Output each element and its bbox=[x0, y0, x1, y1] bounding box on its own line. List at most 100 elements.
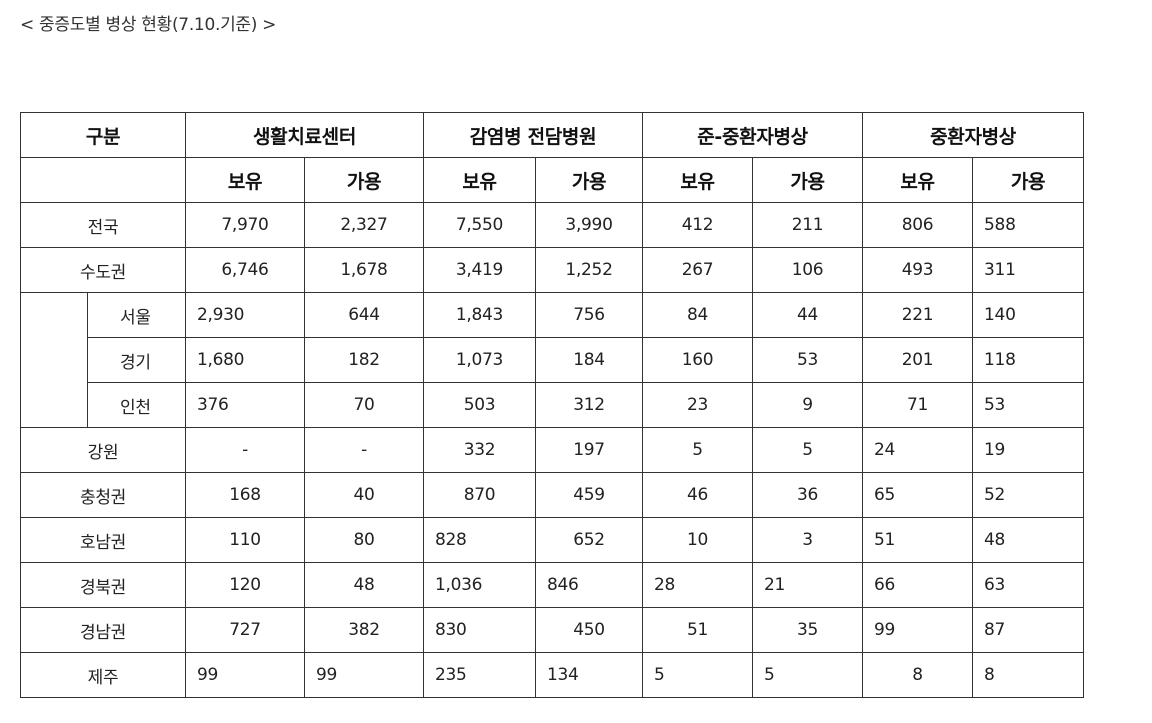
header-group-critical: 중환자병상 bbox=[862, 112, 1085, 158]
header-row-sub: 보유 가용 보유 가용 보유 가용 보유 가용 bbox=[20, 157, 1085, 203]
cell: 211 bbox=[752, 202, 864, 248]
table-row: 전국 7,970 2,327 7,550 3,990 412 211 806 5… bbox=[20, 202, 1085, 248]
cell: 44 bbox=[752, 292, 864, 338]
row-label: 경북권 bbox=[20, 562, 186, 608]
cell: 8 bbox=[972, 652, 1085, 698]
header-row-groups: 구분 생활치료센터 감염병 전담병원 준-중환자병상 중환자병상 bbox=[20, 112, 1085, 158]
cell: 376 bbox=[185, 382, 305, 428]
table-row: 수도권 6,746 1,678 3,419 1,252 267 106 493 … bbox=[20, 247, 1085, 293]
row-label: 충청권 bbox=[20, 472, 186, 518]
cell: 2,327 bbox=[304, 202, 424, 248]
cell: 35 bbox=[752, 607, 864, 653]
row-label: 경기 bbox=[87, 337, 186, 383]
cell: 235 bbox=[423, 652, 536, 698]
cell: 806 bbox=[862, 202, 974, 248]
row-label: 경남권 bbox=[20, 607, 186, 653]
cell: 28 bbox=[642, 562, 754, 608]
row-label: 인천 bbox=[87, 382, 186, 428]
cell: 727 bbox=[185, 607, 305, 653]
cell: 1,678 bbox=[304, 247, 424, 293]
table-row: 호남권 110 80 828 652 10 3 51 48 bbox=[20, 517, 1085, 563]
cell: 53 bbox=[972, 382, 1085, 428]
cell: 9 bbox=[752, 382, 864, 428]
cell: 52 bbox=[972, 472, 1085, 518]
cell: 830 bbox=[423, 607, 536, 653]
cell: 197 bbox=[534, 427, 644, 473]
header-sub: 가용 bbox=[534, 157, 644, 203]
cell: 5 bbox=[642, 652, 754, 698]
cell: 36 bbox=[752, 472, 864, 518]
row-label: 전국 bbox=[20, 202, 186, 248]
cell: 450 bbox=[534, 607, 644, 653]
cell: 24 bbox=[862, 427, 974, 473]
cell: 120 bbox=[185, 562, 305, 608]
cell: 99 bbox=[304, 652, 424, 698]
header-sub: 가용 bbox=[752, 157, 864, 203]
table-row: 경남권 727 382 830 450 51 35 99 87 bbox=[20, 607, 1085, 653]
row-label: 호남권 bbox=[20, 517, 186, 563]
cell: 588 bbox=[972, 202, 1085, 248]
table-row: 충청권 168 40 870 459 46 36 65 52 bbox=[20, 472, 1085, 518]
cell: 3,419 bbox=[423, 247, 536, 293]
cell: 5 bbox=[642, 427, 754, 473]
cell: - bbox=[185, 427, 305, 473]
cell: - bbox=[304, 427, 424, 473]
cell: 459 bbox=[534, 472, 644, 518]
header-sub: 보유 bbox=[185, 157, 305, 203]
header-sub: 가용 bbox=[972, 157, 1085, 203]
row-label: 제주 bbox=[20, 652, 186, 698]
table-row: 서울 2,930 644 1,843 756 84 44 221 140 bbox=[20, 292, 1085, 428]
row-label: 강원 bbox=[20, 427, 186, 473]
cell: 70 bbox=[304, 382, 424, 428]
cell: 118 bbox=[972, 337, 1085, 383]
cell: 5 bbox=[752, 427, 864, 473]
cell: 99 bbox=[862, 607, 974, 653]
cell: 644 bbox=[304, 292, 424, 338]
cell: 1,036 bbox=[423, 562, 536, 608]
cell: 168 bbox=[185, 472, 305, 518]
indent-spacer bbox=[20, 292, 88, 428]
table-row: 경기 1,680 182 1,073 184 160 53 201 118 bbox=[21, 337, 1085, 383]
cell: 7,550 bbox=[423, 202, 536, 248]
cell: 221 bbox=[862, 292, 974, 338]
cell: 53 bbox=[752, 337, 864, 383]
cell: 10 bbox=[642, 517, 754, 563]
cell: 503 bbox=[423, 382, 536, 428]
cell: 201 bbox=[862, 337, 974, 383]
cell: 2,930 bbox=[185, 292, 305, 338]
cell: 311 bbox=[972, 247, 1085, 293]
header-group-infectious-hospital: 감염병 전담병원 bbox=[422, 112, 644, 158]
table-row: 제주 99 99 235 134 5 5 8 8 bbox=[20, 652, 1085, 698]
cell: 412 bbox=[642, 202, 754, 248]
cell: 21 bbox=[752, 562, 864, 608]
table-row: 강원 - - 332 197 5 5 24 19 bbox=[20, 427, 1085, 473]
cell: 3,990 bbox=[534, 202, 644, 248]
cell: 3 bbox=[752, 517, 864, 563]
cell: 66 bbox=[862, 562, 974, 608]
cell: 182 bbox=[304, 337, 424, 383]
table-row: 인천 376 70 503 312 23 9 71 53 bbox=[21, 382, 1085, 428]
cell: 140 bbox=[972, 292, 1085, 338]
cell: 51 bbox=[862, 517, 974, 563]
cell: 6,746 bbox=[185, 247, 305, 293]
cell: 48 bbox=[304, 562, 424, 608]
cell: 870 bbox=[423, 472, 536, 518]
cell: 1,252 bbox=[534, 247, 644, 293]
row-label: 서울 bbox=[87, 292, 186, 338]
cell: 71 bbox=[862, 382, 974, 428]
cell: 99 bbox=[185, 652, 305, 698]
cell: 312 bbox=[534, 382, 644, 428]
cell: 493 bbox=[862, 247, 974, 293]
table-row: 경북권 120 48 1,036 846 28 21 66 63 bbox=[20, 562, 1085, 608]
cell: 51 bbox=[642, 607, 754, 653]
cell: 846 bbox=[534, 562, 644, 608]
cell: 8 bbox=[862, 652, 974, 698]
header-sub: 가용 bbox=[304, 157, 424, 203]
cell: 23 bbox=[642, 382, 754, 428]
table-caption: < 중증도별 병상 현황(7.10.기준) > bbox=[20, 15, 277, 35]
cell: 7,970 bbox=[185, 202, 305, 248]
cell: 1,680 bbox=[185, 337, 305, 383]
cell: 63 bbox=[972, 562, 1085, 608]
header-sub: 보유 bbox=[642, 157, 754, 203]
cell: 46 bbox=[642, 472, 754, 518]
